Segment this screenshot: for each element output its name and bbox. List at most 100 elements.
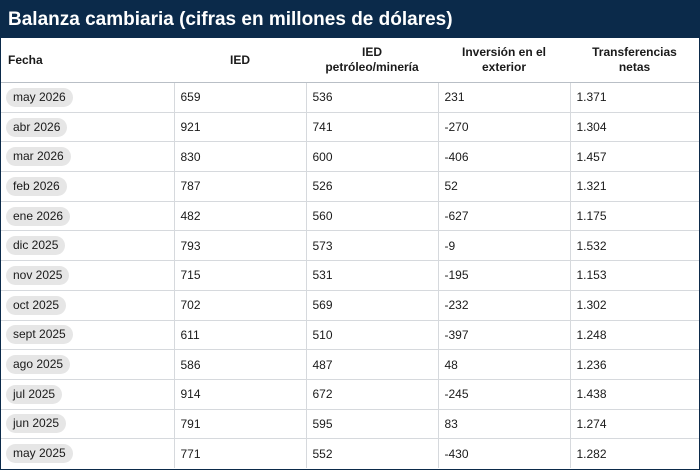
cell-ied-petroleo: 569 — [305, 289, 438, 320]
cell-fecha: jun 2025 — [1, 408, 174, 439]
column-header-ied-petroleo-line1: IED — [361, 45, 382, 59]
cell-ied-petroleo: 487 — [305, 349, 438, 380]
cell-ied-petroleo: 531 — [305, 260, 438, 291]
cell-inversion: -9 — [437, 230, 570, 261]
column-header-inversion-line2: exterior — [481, 60, 527, 74]
column-header-inversion[interactable]: Inversión en el exterior — [438, 38, 570, 83]
cell-ied: 771 — [173, 438, 306, 468]
cell-ied: 787 — [173, 171, 306, 202]
cell-ied-petroleo: 600 — [305, 141, 438, 172]
date-pill: feb 2026 — [6, 176, 67, 196]
cell-fecha: dic 2025 — [1, 230, 174, 261]
table-row: feb 2026 787 526 52 1.321 — [1, 171, 699, 202]
table-row: sept 2025 611 510 -397 1.248 — [1, 319, 699, 350]
column-header-transferencias-line2: netas — [618, 60, 651, 74]
column-header-transferencias[interactable]: Transferencias netas — [570, 38, 699, 83]
cell-transferencias: 1.248 — [569, 319, 699, 350]
cell-ied-petroleo: 510 — [305, 319, 438, 350]
table-row: abr 2026 921 741 -270 1.304 — [1, 111, 699, 142]
table-row: mar 2026 830 600 -406 1.457 — [1, 141, 699, 172]
cell-fecha: sept 2025 — [1, 319, 174, 350]
date-pill: may 2025 — [6, 444, 73, 464]
cell-inversion: -406 — [437, 141, 570, 172]
cell-ied-petroleo: 526 — [305, 171, 438, 202]
date-pill: nov 2025 — [6, 265, 70, 285]
cell-inversion: -245 — [437, 378, 570, 410]
cell-inversion: 52 — [437, 171, 570, 202]
column-header-fecha[interactable]: Fecha — [1, 38, 174, 83]
table-body: may 2026 659 536 231 1.371 abr 2026 921 741 -270… — [1, 82, 699, 468]
date-pill: ene 2026 — [6, 206, 71, 226]
cell-inversion: 83 — [437, 408, 570, 439]
cell-ied: 921 — [173, 111, 306, 142]
cell-fecha: may 2025 — [1, 438, 174, 468]
cell-transferencias: 1.282 — [569, 438, 699, 468]
date-pill: mar 2026 — [6, 147, 71, 167]
cell-ied: 793 — [173, 230, 306, 261]
cell-inversion: -195 — [437, 260, 570, 291]
cell-ied-petroleo: 573 — [305, 230, 438, 261]
cell-transferencias: 1.274 — [569, 408, 699, 439]
cell-transferencias: 1.438 — [569, 378, 699, 410]
date-pill: may 2026 — [6, 87, 73, 107]
table-row: ago 2025 586 487 48 1.236 — [1, 349, 699, 380]
cell-fecha: abr 2026 — [1, 111, 174, 142]
table-row: jun 2025 791 595 83 1.274 — [1, 408, 699, 439]
cell-ied: 914 — [173, 378, 306, 410]
cell-ied: 659 — [173, 82, 306, 113]
date-pill: ago 2025 — [6, 355, 71, 375]
cell-ied: 830 — [173, 141, 306, 172]
cell-fecha: may 2026 — [1, 82, 174, 113]
cell-fecha: ene 2026 — [1, 200, 174, 231]
cell-ied-petroleo: 536 — [305, 82, 438, 113]
column-header-ied-petroleo[interactable]: IED petróleo/minería — [306, 38, 438, 83]
column-header-ied-petroleo-line2: petróleo/minería — [325, 60, 419, 74]
table-row: ene 2026 482 560 -627 1.175 — [1, 200, 699, 231]
cell-transferencias: 1.457 — [569, 141, 699, 172]
cell-transferencias: 1.532 — [569, 230, 699, 261]
cell-inversion: -430 — [437, 438, 570, 468]
balanza-table: Fecha IED IED petróleo/minería Inversión… — [1, 38, 699, 468]
table-row: oct 2025 702 569 -232 1.302 — [1, 289, 699, 320]
cell-fecha: oct 2025 — [1, 289, 174, 320]
cell-ied: 586 — [173, 349, 306, 380]
cell-transferencias: 1.371 — [569, 82, 699, 113]
table-row: dic 2025 793 573 -9 1.532 — [1, 230, 699, 261]
cell-ied-petroleo: 741 — [305, 111, 438, 142]
date-pill: abr 2026 — [6, 117, 68, 137]
cell-ied: 702 — [173, 289, 306, 320]
date-pill: dic 2025 — [6, 236, 66, 256]
cell-transferencias: 1.153 — [569, 260, 699, 291]
table-row: jul 2025 914 672 -245 1.438 — [1, 378, 699, 410]
cell-ied-petroleo: 595 — [305, 408, 438, 439]
cell-transferencias: 1.236 — [569, 349, 699, 380]
date-pill: sept 2025 — [6, 325, 73, 345]
cell-ied-petroleo: 560 — [305, 200, 438, 231]
cell-inversion: -270 — [437, 111, 570, 142]
cell-transferencias: 1.302 — [569, 289, 699, 320]
cell-ied: 482 — [173, 200, 306, 231]
table-row: may 2025 771 552 -430 1.282 — [1, 438, 699, 468]
header-row: Fecha IED IED petróleo/minería Inversión… — [1, 38, 699, 83]
column-header-ied[interactable]: IED — [174, 38, 306, 83]
table-row: may 2026 659 536 231 1.371 — [1, 82, 699, 113]
cell-fecha: ago 2025 — [1, 349, 174, 380]
cell-fecha: nov 2025 — [1, 260, 174, 291]
cell-transferencias: 1.321 — [569, 171, 699, 202]
cell-fecha: mar 2026 — [1, 141, 174, 172]
date-pill: jul 2025 — [6, 384, 63, 404]
cell-fecha: jul 2025 — [1, 378, 174, 410]
cell-ied: 791 — [173, 408, 306, 439]
table-row: nov 2025 715 531 -195 1.153 — [1, 260, 699, 291]
cell-ied-petroleo: 672 — [305, 378, 438, 410]
cell-ied: 611 — [173, 319, 306, 350]
cell-transferencias: 1.304 — [569, 111, 699, 142]
cell-inversion: -627 — [437, 200, 570, 231]
cell-inversion: -232 — [437, 289, 570, 320]
cell-inversion: -397 — [437, 319, 570, 350]
cell-inversion: 231 — [437, 82, 570, 113]
table-title: Balanza cambiaria (cifras en millones de… — [1, 1, 699, 38]
cell-inversion: 48 — [437, 349, 570, 380]
cell-transferencias: 1.175 — [569, 200, 699, 231]
